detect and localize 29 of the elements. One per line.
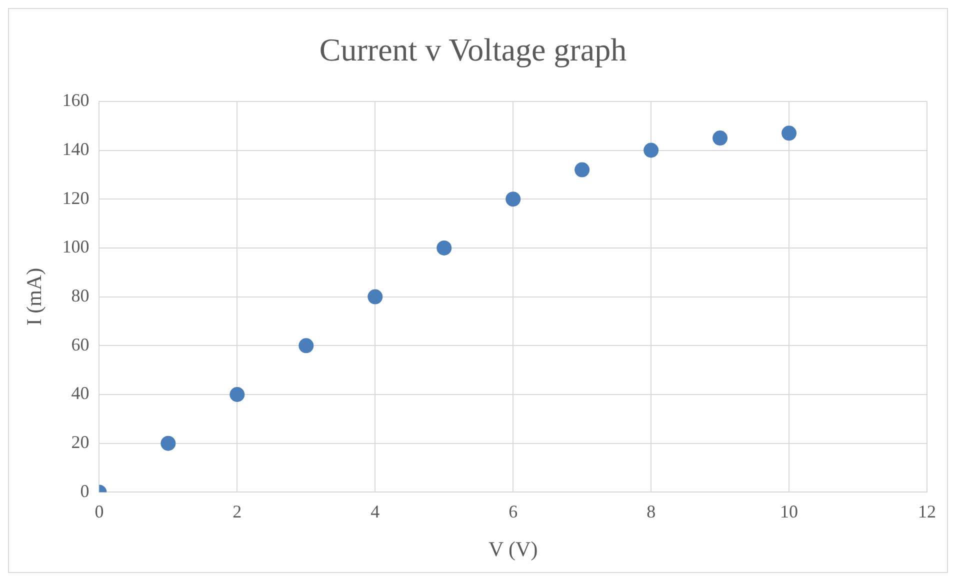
- point: [298, 338, 314, 354]
- y-tick-label: 20: [71, 432, 90, 452]
- chart-title: Current v Voltage graph: [319, 32, 627, 68]
- x-axis-title: V (V): [488, 536, 538, 561]
- y-tick-label: 100: [62, 236, 90, 257]
- x-tick-label: 0: [94, 502, 104, 522]
- x-tick-label: 2: [232, 502, 242, 522]
- point: [436, 240, 452, 256]
- point: [506, 192, 521, 207]
- y-tick-label: 160: [62, 90, 90, 110]
- point: [782, 126, 797, 141]
- y-tick-label: 140: [62, 138, 90, 159]
- y-tick-label: 40: [71, 383, 90, 404]
- y-tick-label: 0: [80, 480, 90, 501]
- y-axis-title: I (mA): [22, 268, 46, 326]
- point: [574, 162, 590, 178]
- y-tick-label: 80: [71, 286, 90, 306]
- y-tick-label: 60: [71, 334, 90, 354]
- x-tick-label: 12: [918, 502, 936, 522]
- point: [368, 289, 383, 304]
- x-tick-label: 4: [370, 502, 380, 522]
- point: [160, 436, 176, 451]
- point: [712, 130, 728, 146]
- point: [230, 387, 245, 402]
- x-tick-label: 6: [508, 502, 518, 522]
- x-tick-label: 8: [646, 502, 656, 522]
- point: [644, 142, 659, 158]
- y-tick-label: 120: [62, 188, 90, 208]
- x-tick-label: 10: [780, 502, 798, 522]
